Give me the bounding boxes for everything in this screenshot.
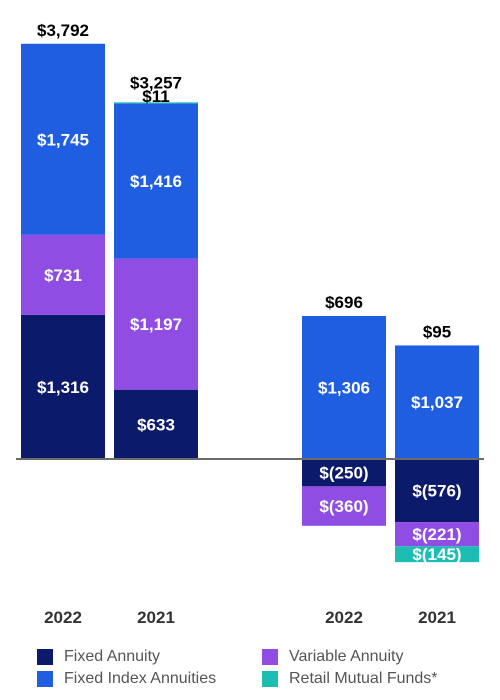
data-label: $11 <box>142 87 169 106</box>
data-label: $731 <box>44 266 82 285</box>
data-label: $1,037 <box>411 393 463 412</box>
bar-segment-variable-annuity-2021 <box>395 522 479 547</box>
plot-bottom-mask <box>0 563 500 603</box>
bar-segment-fixed-index-annuities-2021 <box>114 103 198 259</box>
data-label: $1,197 <box>130 315 182 334</box>
bar-segment-variable-annuity-2022 <box>21 234 105 315</box>
bar-segment-fixed-annuity-2022 <box>21 314 105 459</box>
legend-item-fixed-index-annuities: Fixed Index Annuities <box>37 670 216 688</box>
legend-label: Variable Annuity <box>289 648 404 665</box>
data-label: $(221) <box>412 525 461 544</box>
legend-item-retail-mutual-funds: Retail Mutual Funds* <box>262 670 438 688</box>
x-tick-label: 2021 <box>418 608 456 627</box>
bar-segment-fixed-annuity-2021 <box>395 459 479 523</box>
bar-segment-fixed-annuity-2021 <box>114 389 198 459</box>
total-label: $3,792 <box>37 21 89 40</box>
bar-segment-retail-mutual-funds-2021 <box>395 546 479 563</box>
data-label: $1,316 <box>37 378 89 397</box>
x-tick-label: 2022 <box>325 608 363 627</box>
legend-item-fixed-annuity: Fixed Annuity <box>37 648 160 666</box>
bar-segment-variable-annuity-2021 <box>114 258 198 390</box>
data-label: $(250) <box>319 464 368 483</box>
legend-label: Fixed Annuity <box>64 648 161 665</box>
data-label: $1,745 <box>37 130 89 149</box>
bar-segment-fixed-index-annuities-2022 <box>302 315 386 459</box>
x-tick-label: 2021 <box>137 608 175 627</box>
bar-segment-fixed-index-annuities-2021 <box>395 345 479 459</box>
data-label: $(145) <box>412 545 461 564</box>
legend-label: Retail Mutual Funds* <box>289 670 438 687</box>
legend-label: Fixed Index Annuities <box>64 670 217 687</box>
legend: Fixed Annuity Variable Annuity Fixed Ind… <box>0 640 500 696</box>
data-label: $(576) <box>412 482 461 501</box>
x-tick-label: 2022 <box>44 608 82 627</box>
legend-item-variable-annuity: Variable Annuity <box>262 648 403 666</box>
legend-swatch-retail-mutual-funds <box>262 671 278 687</box>
legend-swatch-fixed-index-annuities <box>37 671 53 687</box>
total-label: $696 <box>325 293 363 312</box>
data-label: $1,416 <box>130 172 182 191</box>
legend-swatch-fixed-annuity <box>37 649 53 665</box>
total-label: $3,257 <box>130 73 182 92</box>
bar-segment-retail-mutual-funds-2021 <box>114 102 198 104</box>
bar-segment-fixed-index-annuities-2022 <box>21 43 105 235</box>
legend-swatch-variable-annuity <box>262 649 278 665</box>
data-label: $1,306 <box>318 378 370 397</box>
bar-segment-variable-annuity-2022 <box>302 486 386 526</box>
data-label: $(360) <box>319 497 368 516</box>
total-label: $95 <box>423 322 451 341</box>
bar-segment-fixed-annuity-2022 <box>302 459 386 487</box>
data-label: $633 <box>137 415 175 434</box>
